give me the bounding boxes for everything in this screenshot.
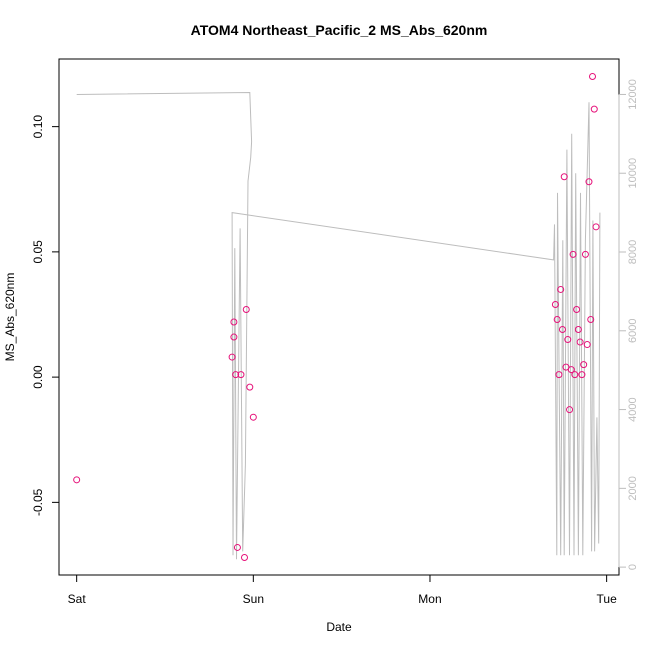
data-point <box>249 413 257 421</box>
y-tick-label-right: 4000 <box>627 397 639 421</box>
data-point <box>573 305 581 313</box>
data-point <box>574 326 582 334</box>
y-tick-label-left: 0.05 <box>31 240 45 264</box>
data-point <box>555 371 563 379</box>
data-point <box>592 223 600 231</box>
data-point <box>569 250 577 258</box>
data-point <box>567 366 575 374</box>
x-axis-label: Date <box>326 620 352 634</box>
y-tick-label-right: 10000 <box>627 158 639 189</box>
data-point <box>558 326 566 334</box>
data-point <box>233 543 241 551</box>
x-tick-label: Tue <box>597 592 618 606</box>
series-line-group <box>76 91 601 560</box>
data-point <box>564 336 572 344</box>
x-tick-label: Mon <box>418 592 441 606</box>
data-point <box>566 406 574 414</box>
data-point <box>585 178 593 186</box>
y-tick-label-right: 6000 <box>627 319 639 343</box>
data-point <box>551 300 559 308</box>
y-axis-label: MS_Abs_620nm <box>3 273 17 362</box>
y-axis-right: 0 2000 4000 6000 8000 10000 12000 <box>618 79 639 570</box>
y-axis-left: -0.05 0.00 0.05 0.10 <box>31 115 60 516</box>
y-tick-label-left: -0.05 <box>31 488 45 516</box>
data-point <box>230 318 238 326</box>
y-tick-label-left: 0.10 <box>31 115 45 139</box>
data-point <box>237 371 245 379</box>
x-axis: Sat Sun Mon Tue <box>68 574 618 606</box>
data-point <box>571 371 579 379</box>
data-point <box>590 105 598 113</box>
data-point <box>228 353 236 361</box>
x-tick-label: Sat <box>68 592 87 606</box>
data-point <box>230 333 238 341</box>
y-tick-label-right: 2000 <box>627 476 639 500</box>
data-point <box>246 383 254 391</box>
y-tick-label-right: 12000 <box>627 79 639 110</box>
data-point <box>240 553 248 561</box>
series-points-group <box>73 73 600 561</box>
data-point <box>557 285 565 293</box>
series-line <box>76 91 601 560</box>
data-point <box>73 476 81 484</box>
data-point <box>553 316 561 324</box>
data-point <box>576 338 584 346</box>
data-point <box>581 250 589 258</box>
data-point <box>587 316 595 324</box>
chart-title: ATOM4 Northeast_Pacific_2 MS_Abs_620nm <box>191 22 488 38</box>
data-point <box>578 371 586 379</box>
x-tick-label: Sun <box>243 592 264 606</box>
y-tick-label-left: 0.00 <box>31 365 45 389</box>
data-point <box>589 73 597 81</box>
data-point <box>242 305 250 313</box>
plot-frame <box>58 58 620 576</box>
data-point <box>232 371 240 379</box>
y-tick-label-right: 0 <box>627 564 639 570</box>
data-point <box>580 361 588 369</box>
data-point <box>560 173 568 181</box>
data-point <box>583 341 591 349</box>
y-tick-label-right: 8000 <box>627 240 639 264</box>
